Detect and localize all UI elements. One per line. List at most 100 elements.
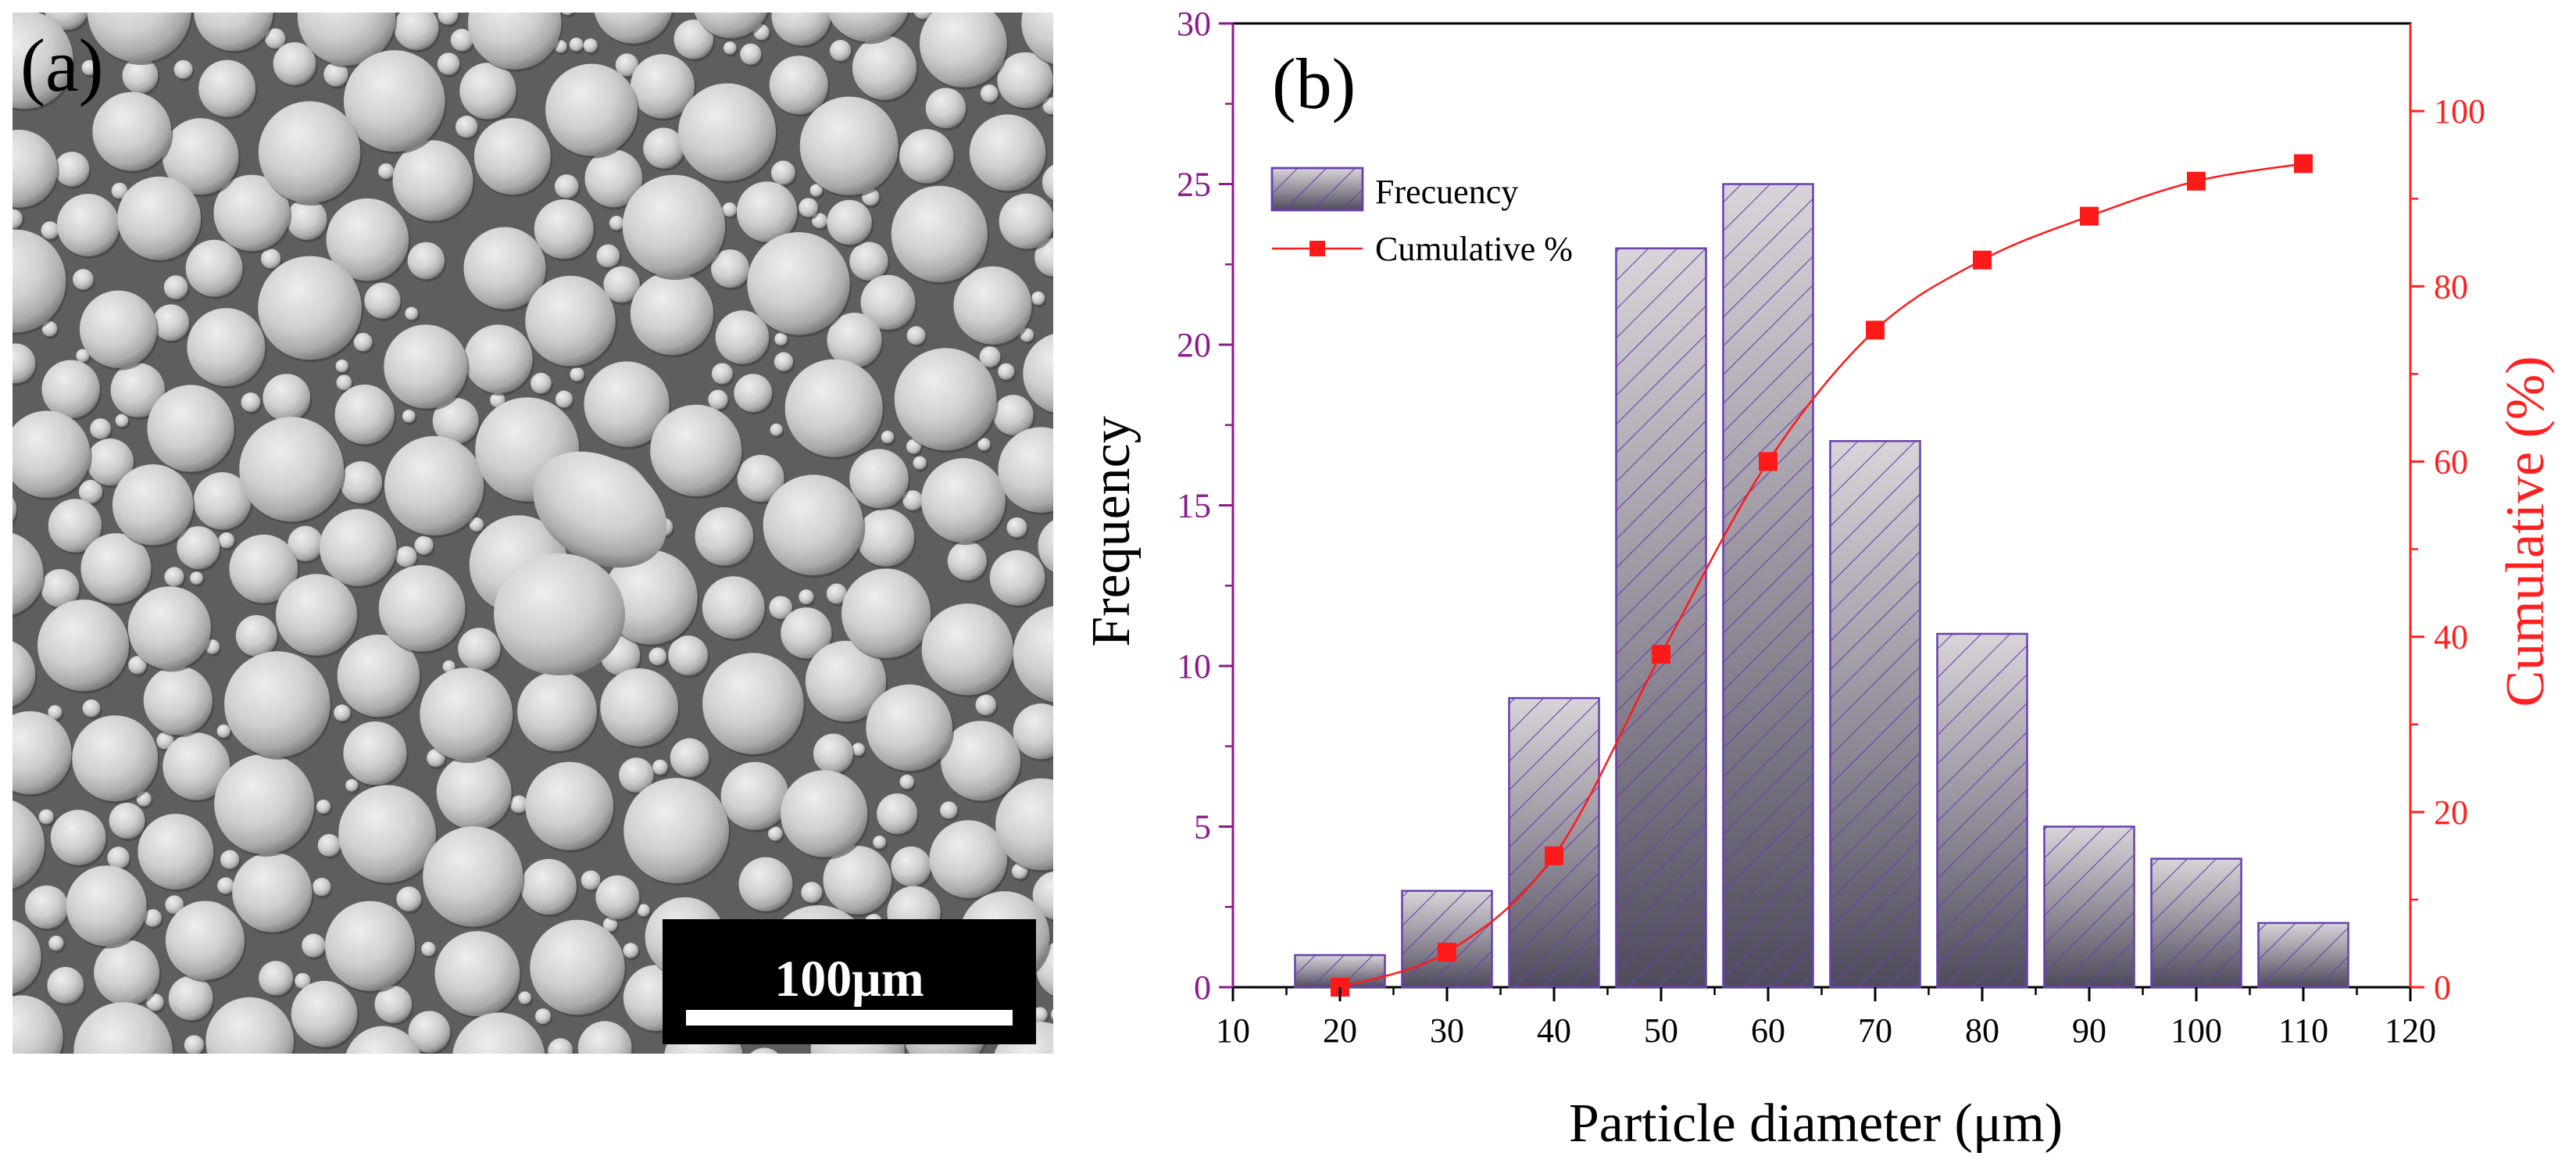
powder-particle [258,256,362,360]
powder-particle [291,980,358,1047]
powder-particle [852,743,865,756]
powder-particle [849,242,888,281]
powder-particle [340,461,383,504]
powder-particle [115,413,129,428]
powder-particle [110,363,166,417]
cumulative-point [2080,206,2099,226]
powder-particle [467,13,562,70]
powder-particle [877,793,918,835]
powder-particle [734,374,773,413]
powder-particle [827,199,872,245]
legend-marker-swatch [1309,241,1325,256]
powder-particle [437,52,460,75]
y2-tick-label: 100 [2434,92,2485,131]
cumulative-series [1331,154,2313,997]
powder-particle [771,13,831,46]
powder-particle [919,13,1007,88]
powder-particle [525,761,614,850]
powder-particle [993,395,1034,435]
powder-particle [190,571,203,585]
powder-particle [265,28,286,49]
powder-particle [421,941,436,957]
powder-particle [1032,1007,1048,1022]
powder-particle [1021,13,1053,65]
powder-particle [989,549,1045,606]
powder-particle [239,417,345,522]
cumulative-point [1652,645,1670,664]
powder-particle [353,332,373,352]
powder-particle [345,779,359,792]
powder-particle [87,13,191,63]
powder-particle [975,694,997,716]
powder-particle [738,857,793,911]
powder-particle [335,360,348,373]
powder-particle [809,184,823,197]
powder-particle [13,497,17,521]
powder-particle [711,363,733,385]
powder-particle [581,870,601,890]
powder-particle [185,239,243,297]
powder-particle [56,193,120,256]
x-tick-label: 10 [1216,1011,1250,1050]
powder-particle [13,800,45,890]
powder-particle [929,820,1008,899]
frequency-bar [1722,183,1814,989]
y-tick-label: 5 [1194,808,1211,847]
legend-label-frequency: Frecuency [1375,173,1518,211]
powder-particle [678,83,777,181]
x-tick-label: 100 [2170,1011,2222,1050]
powder-particle [531,372,552,394]
powder-particle [530,919,625,1015]
powder-particle [41,569,80,608]
powder-particle [702,576,765,639]
powder-particle [364,282,401,319]
powder-particle [801,882,823,904]
powder-particle [866,684,953,771]
x-axis-title: Particle diameter (μm) [1569,1094,2063,1154]
powder-particle [841,568,931,658]
powder-particle [78,479,103,504]
scale-bar [686,1010,1013,1026]
powder-particle [288,525,323,562]
x-tick-label: 30 [1430,1011,1464,1050]
powder-particle [921,603,1013,696]
powder-particle [144,909,163,927]
powder-particle [458,628,501,671]
powder-particle [784,359,883,457]
powder-particle [323,62,348,87]
powder-particle [80,533,152,604]
powder-particle [47,967,84,1004]
powder-particle [913,456,927,470]
axes: 10 20 30 40 50 60 70 80 90 100 110 120 0 5 10 15 20 25 30 0… [1177,5,2485,1050]
powder-particle [194,13,273,52]
powder-particle [891,846,931,887]
powder-particle [259,961,294,996]
powder-particle [534,1008,552,1025]
powder-particle [830,40,852,62]
powder-particle [979,346,1001,367]
powder-particle [111,182,128,199]
powder-particle [198,59,256,117]
legend-label-cumulative: Cumulative % [1375,230,1573,268]
powder-particle [600,668,679,746]
powder-particle [490,392,506,408]
powder-particle [334,704,351,721]
powder-particle [13,995,63,1054]
powder-particle [295,972,311,990]
powder-particle [217,877,234,894]
powder-particle [218,532,235,549]
powder-particle [768,826,783,841]
cumulative-point [1866,320,1885,340]
powder-particle [343,50,445,152]
frequency-bar [2257,922,2349,989]
x-tick-label: 20 [1323,1011,1357,1050]
powder-particle [94,940,160,1006]
powder-particle [384,435,484,536]
powder-particle [456,115,478,138]
powder-particle [13,641,36,707]
powder-particle [668,635,709,676]
y2-tick-label: 80 [2434,267,2468,306]
x-tick-label: 40 [1537,1011,1571,1050]
powder-particle [394,13,439,51]
plot-frame [1231,22,2412,989]
